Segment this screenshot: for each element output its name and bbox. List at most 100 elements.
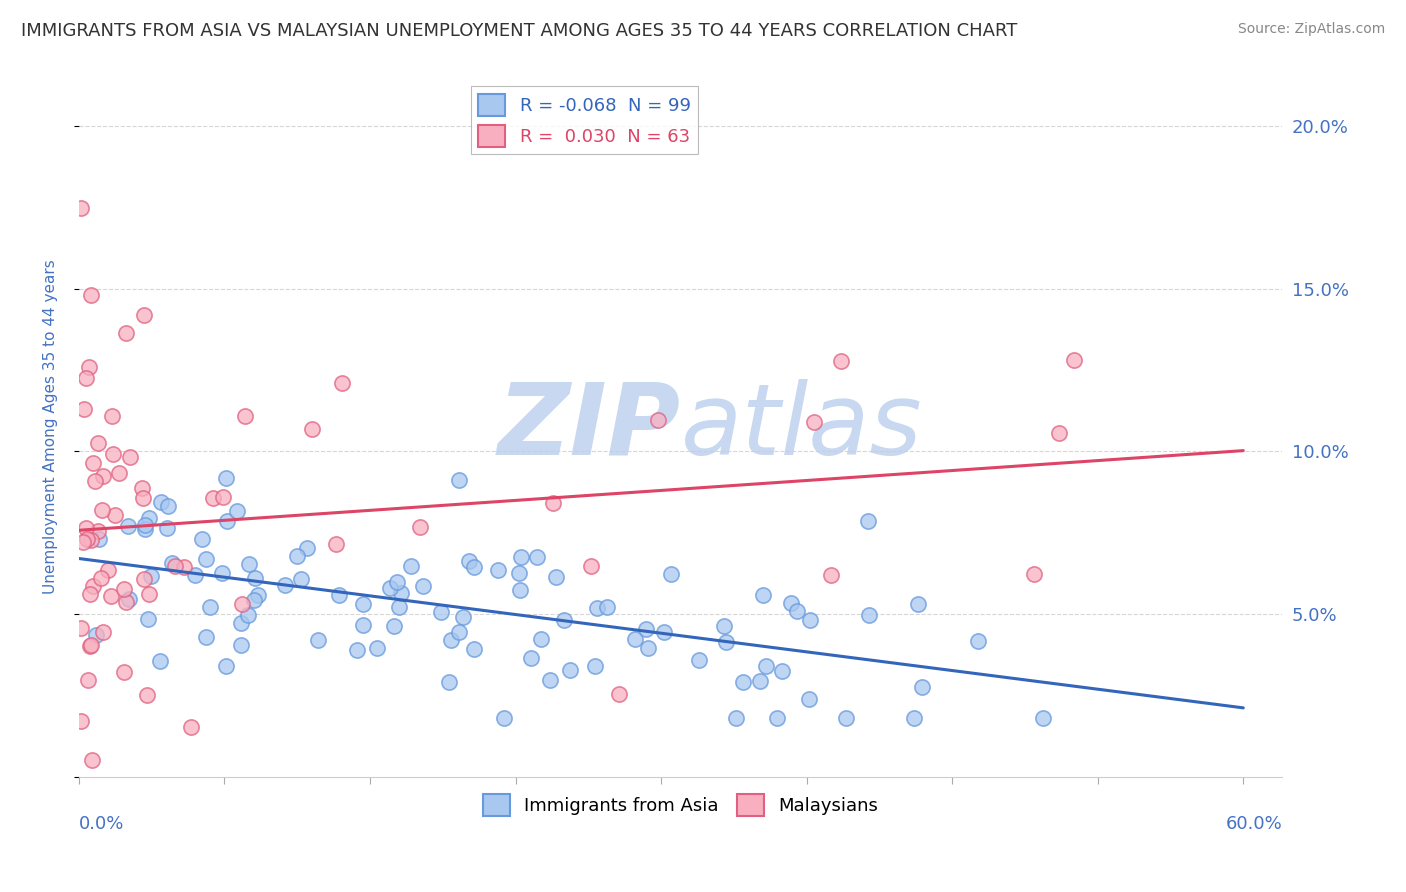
Point	[77, 673, 100, 687]
Point	[387, 575, 409, 590]
Point	[134, 308, 156, 322]
Point	[132, 572, 155, 586]
Point	[195, 551, 218, 566]
Point	[835, 711, 858, 725]
Point	[195, 631, 218, 645]
Point	[858, 514, 880, 528]
Point	[492, 711, 515, 725]
Point	[236, 608, 259, 623]
Point	[136, 612, 159, 626]
Point	[1047, 426, 1070, 441]
Point	[541, 496, 564, 510]
Legend: Immigrants from Asia, Malaysians: Immigrants from Asia, Malaysians	[475, 787, 886, 823]
Point	[449, 473, 471, 487]
Point	[328, 588, 350, 602]
Point	[451, 609, 474, 624]
Point	[238, 557, 260, 571]
Point	[201, 491, 224, 505]
Point	[112, 582, 135, 596]
Point	[290, 572, 312, 586]
Point	[138, 511, 160, 525]
Point	[180, 720, 202, 734]
Point	[114, 326, 136, 340]
Point	[553, 613, 575, 627]
Point	[713, 619, 735, 633]
Point	[907, 597, 929, 611]
Point	[75, 521, 97, 535]
Point	[307, 632, 329, 647]
Point	[583, 659, 606, 673]
Point	[87, 435, 110, 450]
Point	[509, 550, 531, 565]
Point	[401, 558, 423, 573]
Point	[115, 595, 138, 609]
Point	[120, 450, 142, 464]
Point	[409, 520, 432, 534]
Text: Source: ZipAtlas.com: Source: ZipAtlas.com	[1237, 22, 1385, 37]
Point	[91, 468, 114, 483]
Point	[173, 559, 195, 574]
Point	[520, 651, 543, 665]
Point	[858, 608, 880, 623]
Point	[138, 587, 160, 601]
Point	[214, 471, 236, 485]
Point	[77, 360, 100, 375]
Point	[107, 466, 129, 480]
Point	[104, 508, 127, 522]
Point	[231, 638, 253, 652]
Point	[659, 567, 682, 582]
Point	[352, 597, 374, 611]
Point	[352, 617, 374, 632]
Point	[233, 409, 256, 424]
Point	[797, 691, 820, 706]
Point	[156, 521, 179, 535]
Point	[139, 568, 162, 582]
Point	[75, 371, 97, 385]
Point	[967, 633, 990, 648]
Point	[752, 588, 775, 602]
Point	[131, 491, 153, 506]
Point	[134, 517, 156, 532]
Point	[637, 641, 659, 656]
Point	[803, 415, 825, 429]
Point	[731, 674, 754, 689]
Point	[911, 681, 934, 695]
Point	[82, 579, 104, 593]
Point	[346, 643, 368, 657]
Point	[231, 597, 253, 611]
Point	[87, 524, 110, 538]
Point	[378, 582, 401, 596]
Point	[84, 628, 107, 642]
Point	[165, 558, 187, 573]
Point	[295, 541, 318, 556]
Point	[70, 201, 93, 215]
Point	[87, 532, 110, 546]
Point	[447, 624, 470, 639]
Point	[530, 632, 553, 646]
Point	[634, 622, 657, 636]
Point	[117, 518, 139, 533]
Text: ZIP: ZIP	[498, 378, 681, 475]
Point	[247, 588, 270, 602]
Point	[215, 659, 238, 673]
Point	[217, 514, 239, 528]
Point	[463, 559, 485, 574]
Point	[624, 632, 647, 647]
Point	[538, 673, 561, 687]
Point	[157, 499, 180, 513]
Point	[586, 601, 609, 615]
Point	[749, 673, 772, 688]
Point	[160, 556, 183, 570]
Point	[725, 711, 748, 725]
Point	[135, 689, 157, 703]
Point	[200, 600, 222, 615]
Point	[134, 522, 156, 536]
Point	[558, 663, 581, 677]
Point	[544, 570, 567, 584]
Point	[463, 642, 485, 657]
Point	[80, 288, 103, 302]
Point	[526, 550, 548, 565]
Point	[212, 490, 235, 504]
Point	[70, 621, 93, 635]
Point	[766, 711, 789, 725]
